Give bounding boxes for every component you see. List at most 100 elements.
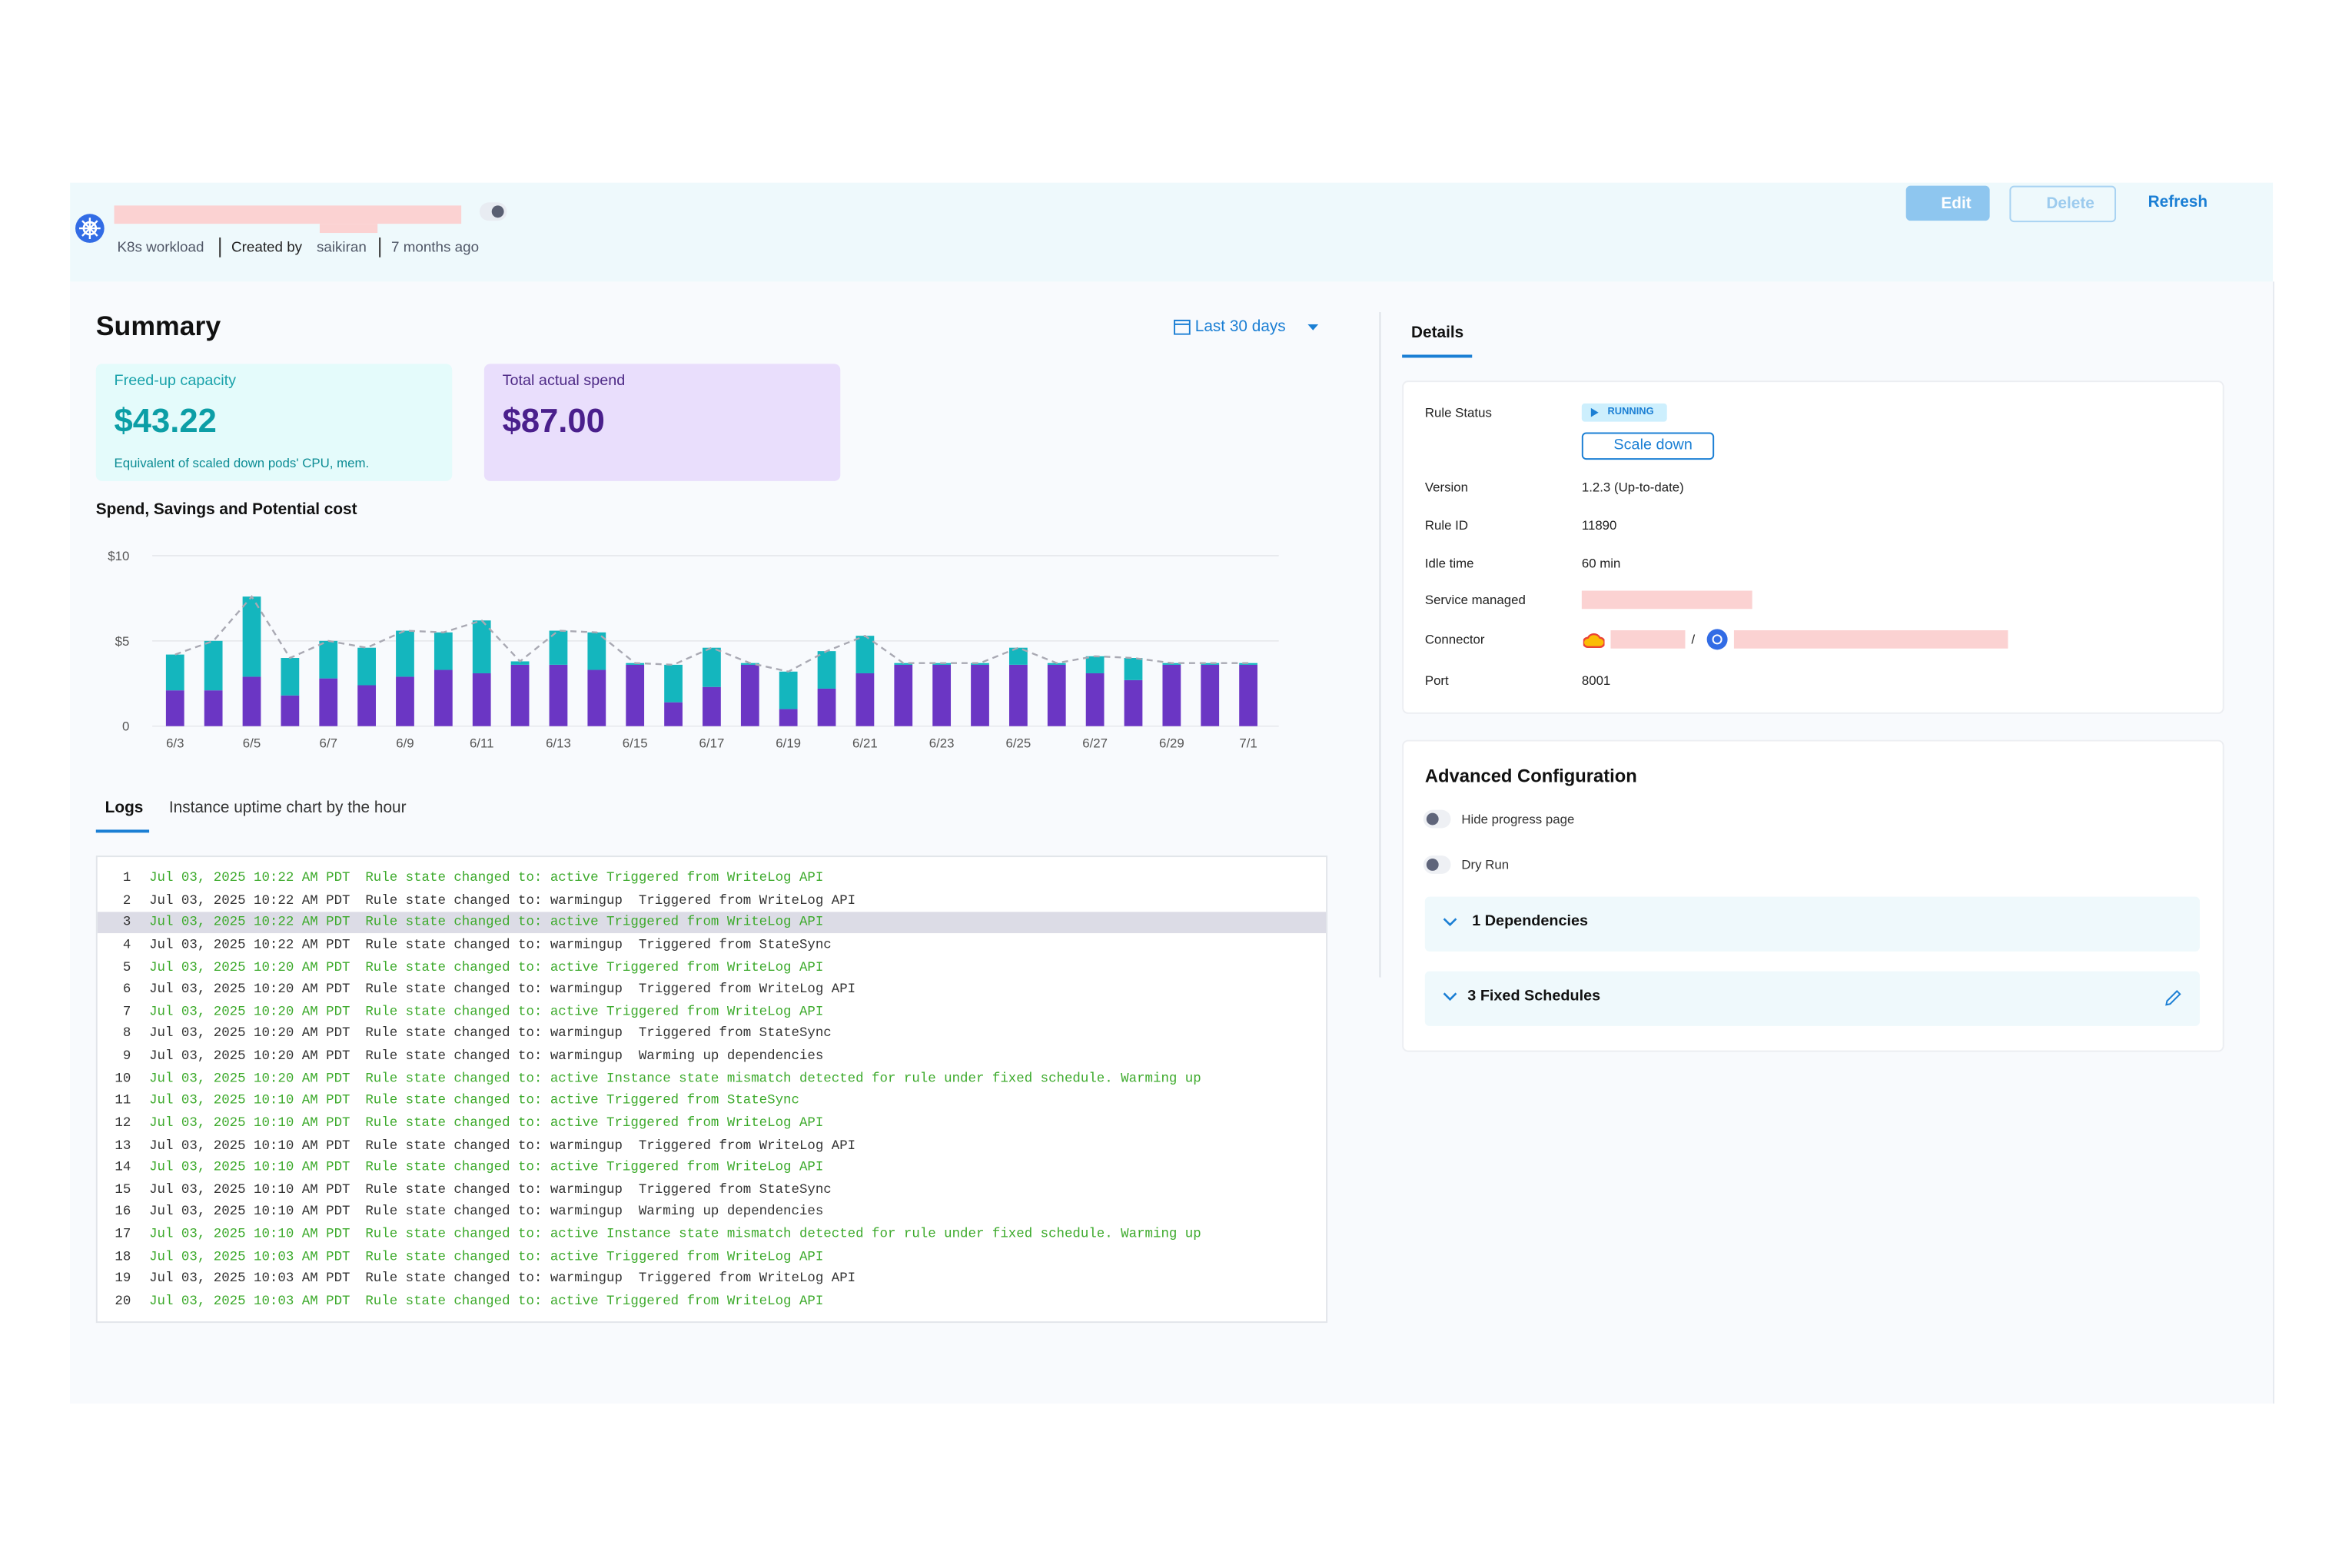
separator <box>219 237 221 257</box>
creator: saikiran <box>316 239 367 257</box>
label: Rule Status <box>1424 404 1492 420</box>
section-row[interactable] <box>1424 896 2200 952</box>
tab[interactable]: Logs <box>105 799 144 817</box>
line-number: 19 <box>115 1271 131 1287</box>
line-number: 11 <box>115 1093 131 1108</box>
bar <box>549 630 568 665</box>
bar <box>242 676 261 726</box>
log-time: Jul 03, 2025 10:10 AM PDT <box>149 1160 350 1175</box>
label: Version <box>1424 479 1469 495</box>
log-message: Rule state changed to: active Triggered … <box>365 1093 799 1108</box>
tab[interactable]: Instance uptime chart by the hour <box>168 799 407 817</box>
x-tick-label: 6/29 <box>1159 736 1184 750</box>
card-note: Equivalent of scaled down pods' CPU, mem… <box>114 455 370 470</box>
bar <box>779 709 798 726</box>
scale-button[interactable]: Scale down <box>1581 432 1715 460</box>
edit-label: Edit <box>1941 193 1972 212</box>
x-tick-label: 6/23 <box>929 736 955 750</box>
bar <box>664 664 683 703</box>
pencil-icon[interactable] <box>2163 988 2183 1008</box>
bar <box>472 620 491 673</box>
x-tick-label: 6/17 <box>699 736 725 750</box>
log-message: Rule state changed to: active Triggered … <box>365 915 824 931</box>
bar <box>165 690 184 726</box>
log-message: Rule state changed to: warmingup Trigger… <box>365 937 832 953</box>
log-message: Rule state changed to: active Instance s… <box>365 1071 1201 1086</box>
line-number: 20 <box>115 1293 131 1309</box>
log-time: Jul 03, 2025 10:22 AM PDT <box>149 937 350 953</box>
toggle[interactable] <box>1423 809 1451 829</box>
chart: 0 $5 $10 6/3 6/5 6/7 6/9 6/11 6/13 6/15 6/17 6/19 6/… <box>108 549 1279 750</box>
bar <box>855 636 875 673</box>
section-row[interactable] <box>1424 971 2200 1026</box>
bar <box>281 658 300 696</box>
log-message: Rule state changed to: active Triggered … <box>365 959 824 975</box>
x-tick-label: 6/27 <box>1082 736 1108 750</box>
line-number: 9 <box>122 1048 131 1064</box>
x-tick-label: 6/5 <box>243 736 261 750</box>
bar <box>165 654 184 691</box>
bar <box>664 702 683 726</box>
line-number: 1 <box>122 870 131 886</box>
line-number: 8 <box>122 1026 131 1041</box>
refresh-button[interactable]: Refresh <box>2148 192 2208 211</box>
log-message: Rule state changed to: warmingup Warming… <box>365 1048 824 1064</box>
log-time: Jul 03, 2025 10:03 AM PDT <box>149 1271 350 1287</box>
label: Service managed <box>1424 592 1526 608</box>
scale-label: Scale down <box>1613 437 1693 454</box>
bar <box>894 664 913 726</box>
bar <box>971 664 989 726</box>
line-number: 18 <box>115 1248 131 1264</box>
bar <box>855 673 875 726</box>
value: 60 min <box>1581 555 1621 571</box>
chevron <box>1443 918 1457 927</box>
log-time: Jul 03, 2025 10:10 AM PDT <box>149 1093 350 1108</box>
x-tick-label: 6/15 <box>623 736 648 750</box>
bar <box>1008 647 1028 665</box>
card <box>95 364 453 481</box>
caret <box>1307 324 1319 331</box>
bar <box>510 661 530 665</box>
bar <box>1124 658 1143 680</box>
log-time: Jul 03, 2025 10:20 AM PDT <box>149 1026 350 1041</box>
log-message: Rule state changed to: warmingup Trigger… <box>365 1182 832 1198</box>
bar <box>1201 664 1220 726</box>
line-number: 14 <box>115 1160 131 1175</box>
k8s-icon <box>1706 629 1728 650</box>
toggle[interactable] <box>479 202 507 221</box>
toggle-label: Hide progress page <box>1461 811 1575 827</box>
details-tab[interactable]: Details <box>1411 324 1464 343</box>
redacted <box>1733 630 2008 649</box>
log-message: Rule state changed to: active Triggered … <box>365 1293 824 1309</box>
y-tick-label: 0 <box>122 719 129 734</box>
date-range[interactable]: Last 30 days <box>1194 317 1286 337</box>
bar <box>319 678 338 726</box>
line-number: 2 <box>122 892 131 909</box>
card-title: Total actual spend <box>502 373 626 390</box>
log-message: Rule state changed to: warmingup Trigger… <box>365 1138 856 1153</box>
edit-button[interactable]: Edit <box>1905 185 1990 221</box>
bar <box>1085 673 1105 726</box>
separator: / <box>1691 631 1696 647</box>
created-by: Created by <box>231 239 303 257</box>
bar <box>626 664 645 726</box>
bar <box>587 669 606 726</box>
bar <box>204 640 223 691</box>
divider <box>1379 312 1381 978</box>
log-message: Rule state changed to: active Triggered … <box>365 1248 824 1264</box>
cloud-icon <box>1583 633 1605 648</box>
toggle[interactable] <box>1423 855 1451 874</box>
toggle-label: Dry Run <box>1461 856 1510 872</box>
log-message: Rule state changed to: warmingup Trigger… <box>365 982 856 998</box>
bar <box>510 664 530 726</box>
bar <box>1124 679 1143 726</box>
bar <box>1047 664 1066 726</box>
line-number: 5 <box>122 959 131 975</box>
log-message: Rule state changed to: active Triggered … <box>365 1004 824 1019</box>
section-title: 1 Dependencies <box>1472 913 1589 931</box>
label: Rule ID <box>1424 517 1468 533</box>
log-message: Rule state changed to: active Triggered … <box>365 1160 824 1175</box>
tab-underline <box>1402 354 1473 358</box>
log-time: Jul 03, 2025 10:20 AM PDT <box>149 959 350 975</box>
delete-button[interactable]: Delete <box>2009 185 2117 223</box>
